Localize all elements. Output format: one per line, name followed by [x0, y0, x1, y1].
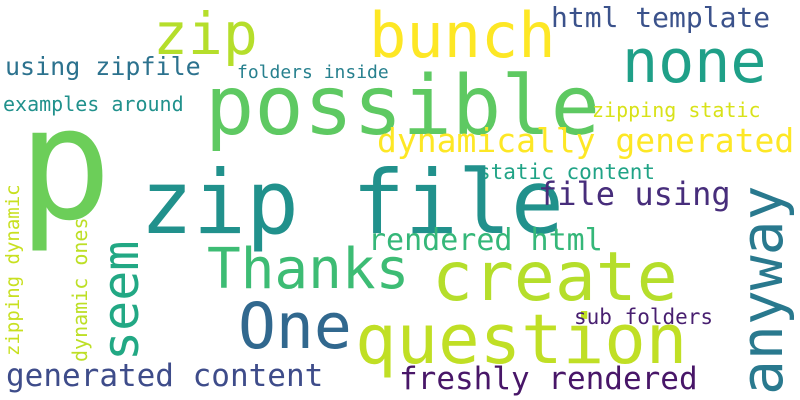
word-create: create	[432, 238, 678, 317]
word-dynamic-ones: dynamic ones	[68, 217, 92, 363]
word-none: none	[622, 27, 767, 97]
word-examples-around: examples around	[3, 92, 184, 116]
word-generated-content: generated content	[6, 358, 324, 394]
word-zip-file: zip file	[140, 151, 564, 254]
word-anyway: anyway	[728, 185, 796, 395]
word-rendered-html: rendered html	[368, 223, 603, 258]
word-question: question	[355, 300, 688, 380]
word-one: One	[238, 290, 352, 363]
word-zipping-static: zipping static	[592, 98, 761, 122]
word-html-template: html template	[551, 1, 771, 34]
word-using-zipfile: using zipfile	[5, 52, 201, 81]
word-sub-folders: sub folders	[574, 305, 714, 329]
word-p: p	[18, 73, 112, 255]
word-freshly-rendered: freshly rendered	[399, 361, 698, 397]
word-possible: possible	[205, 59, 600, 154]
word-zipping-dynamic: zipping dynamic	[2, 184, 24, 356]
word-thanks: Thanks	[207, 237, 410, 302]
word-seem: seem	[92, 240, 150, 361]
word-file-using: file using	[538, 175, 731, 213]
word-dynamically-generated: dynamically generated	[377, 121, 795, 160]
word-folders-inside: folders inside	[237, 62, 389, 83]
word-bunch: bunch	[369, 0, 556, 72]
word-zip: zip	[153, 0, 258, 68]
word-static-content: static content	[478, 160, 656, 184]
